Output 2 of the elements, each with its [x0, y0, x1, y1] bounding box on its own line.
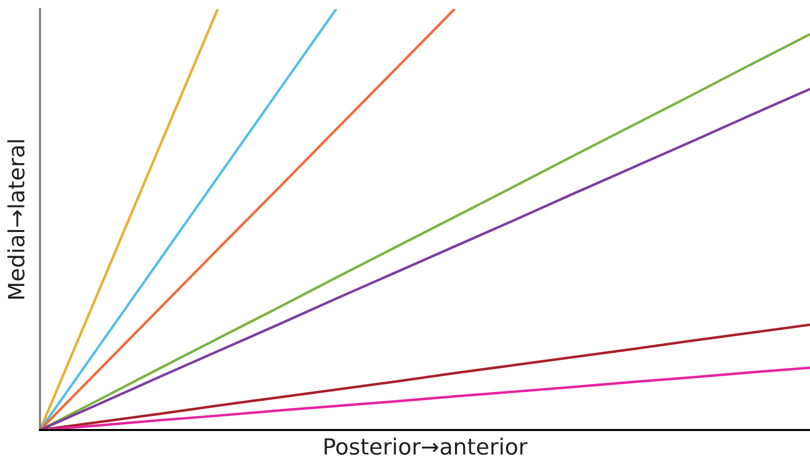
y-axis-title: Medial→lateral	[7, 140, 25, 299]
x-axis-title: Posterior→anterior	[324, 438, 528, 455]
